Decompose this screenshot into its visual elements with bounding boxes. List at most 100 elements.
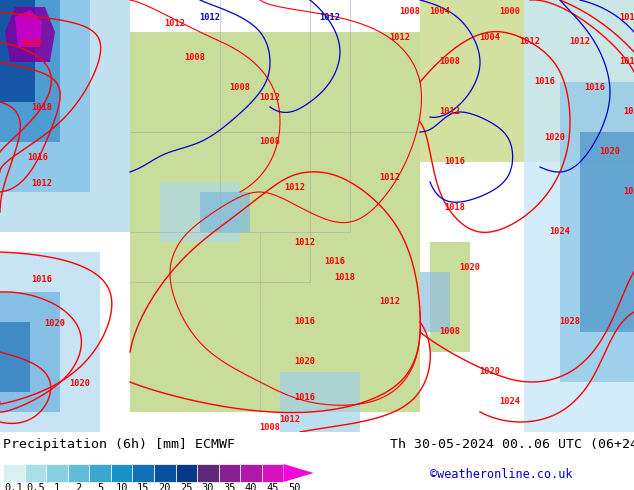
Text: 50: 50 [288, 483, 301, 490]
Text: 1024: 1024 [500, 397, 521, 407]
Text: 1012: 1012 [285, 182, 306, 192]
Text: 1000: 1000 [500, 7, 521, 17]
Text: 1: 1 [54, 483, 60, 490]
Bar [46, 464, 68, 482]
Text: 1012: 1012 [259, 93, 280, 101]
Text: 1012: 1012 [32, 179, 53, 189]
Bar [0, 0, 60, 142]
Bar [420, 272, 450, 332]
Text: 1008: 1008 [259, 138, 280, 147]
Text: 1020: 1020 [545, 132, 566, 142]
Text: 1012: 1012 [519, 38, 541, 47]
Text: 1016: 1016 [534, 77, 555, 87]
Text: 1020: 1020 [70, 379, 91, 389]
Text: 30: 30 [202, 483, 214, 490]
Bar [0, 292, 60, 412]
Bar [111, 464, 133, 482]
Text: 1008: 1008 [184, 52, 205, 62]
Text: 10: 10 [115, 483, 128, 490]
Bar [0, 252, 100, 432]
Text: 1008: 1008 [259, 422, 280, 432]
Text: 1008: 1008 [439, 327, 460, 337]
Bar [560, 82, 634, 382]
Text: 1012: 1012 [569, 38, 590, 47]
Text: 0.1: 0.1 [4, 483, 23, 490]
Text: 20: 20 [158, 483, 171, 490]
Text: 1020: 1020 [44, 319, 65, 328]
Text: 25: 25 [180, 483, 193, 490]
Text: 1012: 1012 [164, 20, 186, 28]
Bar [240, 464, 262, 482]
Text: 1012: 1012 [380, 172, 401, 181]
Text: 1024: 1024 [550, 227, 571, 237]
Text: 1012: 1012 [320, 13, 340, 22]
Bar [130, 32, 420, 412]
Bar [262, 464, 283, 482]
Text: 1016: 1016 [295, 318, 316, 326]
Text: 1020: 1020 [623, 107, 634, 117]
Bar [160, 182, 240, 242]
Text: 45: 45 [266, 483, 279, 490]
Bar [0, 322, 30, 392]
Text: 1016: 1016 [32, 275, 53, 285]
Text: 1012: 1012 [439, 107, 460, 117]
Text: Precipitation (6h) [mm] ECMWF: Precipitation (6h) [mm] ECMWF [3, 438, 235, 451]
Bar [219, 464, 240, 482]
Text: 1016: 1016 [619, 57, 634, 67]
Bar [89, 464, 111, 482]
Text: 1016: 1016 [295, 392, 316, 401]
Text: 2: 2 [75, 483, 82, 490]
Text: 1020: 1020 [460, 263, 481, 271]
Text: 1020: 1020 [295, 358, 316, 367]
Text: 1028: 1028 [559, 318, 581, 326]
Bar [0, 0, 90, 192]
Bar [197, 464, 219, 482]
Text: 1012: 1012 [295, 238, 316, 246]
Text: 1008: 1008 [439, 57, 460, 67]
Text: 1018: 1018 [32, 102, 53, 112]
Text: Th 30-05-2024 00..06 UTC (06+24): Th 30-05-2024 00..06 UTC (06+24) [390, 438, 634, 451]
Text: 1004: 1004 [479, 32, 500, 42]
Text: 35: 35 [223, 483, 236, 490]
Bar [3, 464, 25, 482]
Text: ©weatheronline.co.uk: ©weatheronline.co.uk [430, 467, 573, 481]
Text: 1012: 1012 [619, 13, 634, 22]
Bar [430, 242, 470, 352]
Polygon shape [283, 464, 314, 482]
Bar [133, 464, 154, 482]
Text: 1004: 1004 [429, 7, 451, 17]
Text: 1012: 1012 [200, 13, 221, 22]
Polygon shape [5, 7, 55, 62]
Text: 1012: 1012 [280, 416, 301, 424]
Bar [580, 132, 634, 332]
Bar [524, 0, 634, 432]
Text: 5: 5 [97, 483, 103, 490]
Text: 40: 40 [245, 483, 257, 490]
Text: 1008: 1008 [399, 7, 420, 17]
Bar [154, 464, 176, 482]
Text: 1024: 1024 [623, 188, 634, 196]
Text: 1020: 1020 [479, 368, 500, 376]
Text: 15: 15 [137, 483, 150, 490]
Text: 1012: 1012 [389, 32, 410, 42]
Text: 1020: 1020 [22, 40, 42, 49]
Bar [420, 0, 634, 162]
Text: 1018: 1018 [444, 202, 465, 212]
Text: 1018: 1018 [335, 272, 356, 281]
Text: 1016: 1016 [325, 258, 346, 267]
Bar [68, 464, 89, 482]
Text: 1008: 1008 [230, 82, 250, 92]
Text: 1016: 1016 [585, 82, 605, 92]
Bar [176, 464, 197, 482]
Polygon shape [15, 10, 42, 47]
Text: 1020: 1020 [600, 147, 621, 156]
Text: 1016: 1016 [27, 152, 48, 162]
Bar [0, 0, 35, 102]
Bar [200, 192, 250, 232]
Bar [0, 0, 130, 232]
Text: 1012: 1012 [380, 297, 401, 307]
Bar [25, 464, 46, 482]
Text: 1016: 1016 [444, 157, 465, 167]
Text: 0.5: 0.5 [26, 483, 45, 490]
Bar [280, 372, 360, 432]
